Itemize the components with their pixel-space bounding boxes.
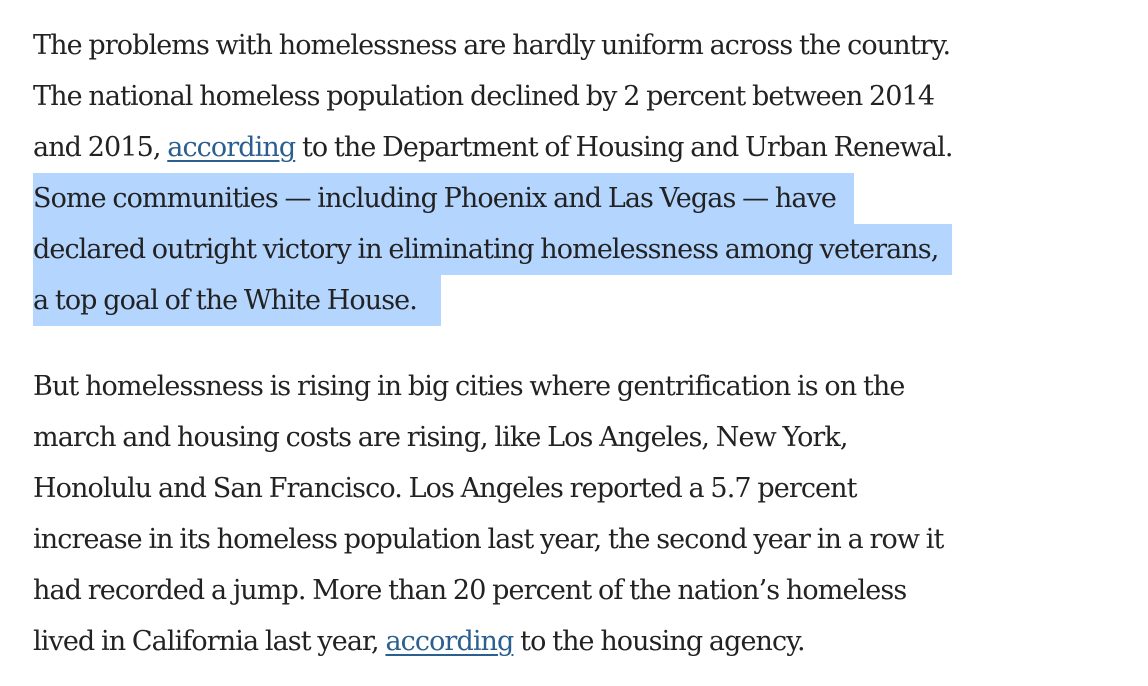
text-segment: lived in California last year, [33,626,380,657]
according-link-housing-agency[interactable]: according [385,626,514,657]
text-line: The problems with homelessness are hardl… [33,30,951,61]
text-line: march and housing costs are rising, like… [33,422,848,453]
text-line: had recorded a jump. More than 20 percen… [33,575,907,606]
selection-highlight[interactable]: declared outright victory in eliminating… [33,224,953,275]
paragraph-1: The problems with homelessness are hardl… [33,20,1133,326]
text-line: But homelessness is rising in big cities… [33,371,905,402]
according-link-hud[interactable]: according [167,132,296,163]
text-line: The national homeless population decline… [33,81,935,112]
text-line-with-link: and 2015, according to the Department of… [33,122,1133,173]
text-line: Honolulu and San Francisco. Los Angeles … [33,473,857,504]
selected-text-line[interactable]: Some communities — including Phoenix and… [33,173,1133,224]
text-segment: to the Department of Housing and Urban R… [301,132,953,163]
text-line: increase in its homeless population last… [33,524,944,555]
selection-highlight[interactable]: a top goal of the White House. [33,275,441,326]
text-line-with-link: lived in California last year, according… [33,616,1133,667]
article-body: The problems with homelessness are hardl… [33,20,1133,667]
text-segment: to the housing agency. [520,626,805,657]
paragraph-2: But homelessness is rising in big cities… [33,361,1133,667]
selected-text-line[interactable]: declared outright victory in eliminating… [33,224,1133,275]
selection-highlight[interactable]: Some communities — including Phoenix and… [33,173,855,224]
selected-text-line[interactable]: a top goal of the White House. [33,275,1133,326]
text-segment: and 2015, [33,132,161,163]
